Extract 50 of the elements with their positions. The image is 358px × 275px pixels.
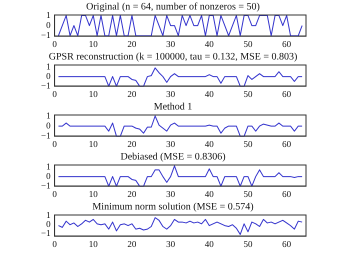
chart-title: Minimum norm solution (MSE = 0.574): [92, 202, 254, 213]
x-tick-label: 20: [127, 238, 137, 249]
y-tick-label: 0: [46, 170, 52, 181]
y-tick-label: −1: [41, 130, 51, 141]
y-tick-label: 0: [46, 20, 52, 30]
x-tick-label: 40: [204, 188, 214, 199]
y-tick-label: 1: [46, 161, 51, 172]
x-tick-label: 60: [282, 38, 292, 49]
x-tick-label: 40: [204, 88, 214, 99]
x-tick-label: 50: [243, 138, 253, 149]
y-tick-label: −1: [41, 180, 51, 191]
x-tick-label: 50: [243, 88, 253, 99]
y-tick-label: −1: [41, 30, 51, 40]
y-tick-label: 1: [46, 110, 51, 120]
chart-title: Method 1: [154, 102, 192, 113]
x-tick-label: 20: [127, 38, 137, 49]
x-tick-label: 10: [88, 238, 98, 249]
x-tick-label: 40: [204, 38, 214, 49]
y-tick-label: 1: [46, 10, 51, 20]
x-tick-label: 10: [88, 188, 98, 199]
x-tick-label: 60: [282, 138, 292, 149]
chart-title: GPSR reconstruction (k = 100000, tau = 0.132, MSE = 0.803): [48, 52, 298, 63]
x-tick-label: 60: [282, 238, 292, 249]
x-tick-label: 60: [282, 88, 292, 99]
chart-title: Original (n = 64, number of nonzeros = 50): [86, 2, 260, 13]
x-tick-label: 30: [166, 38, 176, 49]
x-tick-label: 10: [88, 88, 98, 99]
x-tick-label: 60: [282, 188, 292, 199]
x-tick-label: 30: [166, 88, 176, 99]
x-tick-label: 20: [127, 138, 137, 149]
y-tick-label: 1: [46, 61, 51, 72]
y-tick-label: −1: [41, 80, 51, 91]
y-tick-label: −1: [41, 228, 51, 238]
x-tick-label: 30: [166, 138, 176, 149]
x-tick-label: 20: [127, 88, 137, 99]
x-tick-label: 10: [88, 138, 98, 149]
y-tick-label: 0: [46, 219, 52, 230]
x-tick-label: 20: [127, 188, 137, 199]
x-tick-label: 50: [243, 188, 253, 199]
x-tick-label: 40: [204, 238, 214, 249]
y-tick-label: 1: [46, 210, 51, 220]
x-tick-label: 30: [166, 238, 176, 249]
y-tick-label: 0: [46, 120, 52, 130]
y-tick-label: 0: [46, 70, 52, 81]
x-tick-label: 10: [88, 38, 98, 49]
chart-title: Debiased (MSE = 0.8306): [120, 152, 226, 163]
x-tick-label: 50: [243, 38, 253, 49]
x-tick-label: 40: [204, 138, 214, 149]
x-tick-label: 50: [243, 238, 253, 249]
x-tick-label: 30: [166, 188, 176, 199]
